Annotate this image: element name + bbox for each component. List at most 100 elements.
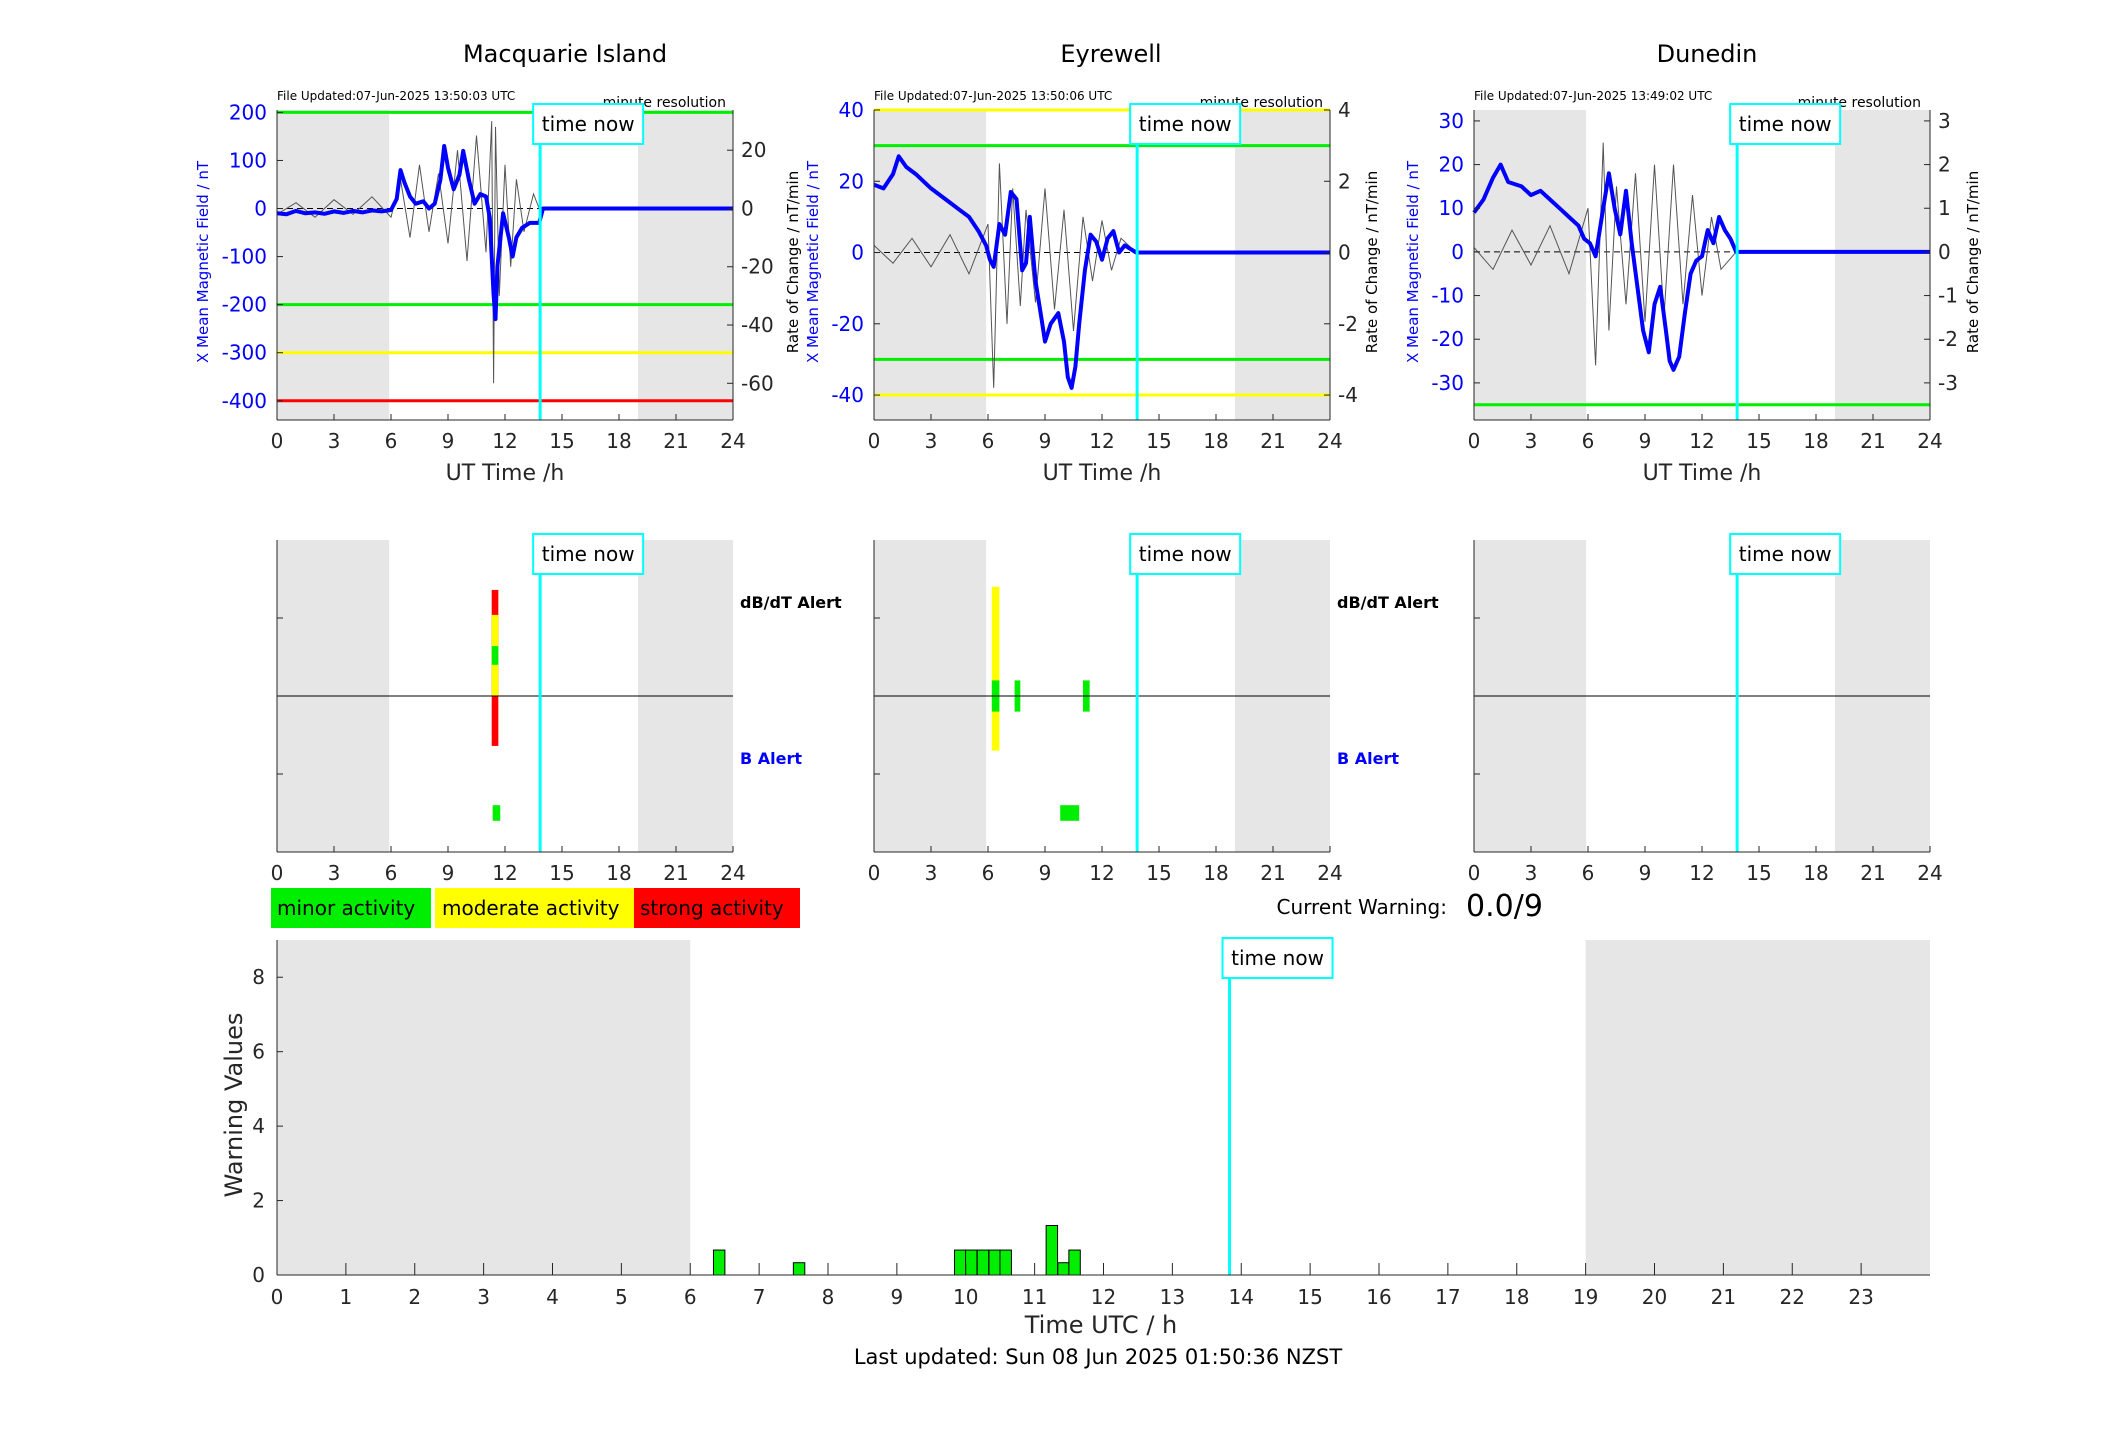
- xlabel-eyrewell: UT Time /h: [1043, 461, 1162, 486]
- time-now-label: time now: [542, 112, 635, 136]
- x-tick-label: 12: [1091, 1285, 1116, 1309]
- x-tick-label: 9: [1639, 861, 1652, 885]
- x-tick-label: 21: [1711, 1285, 1736, 1309]
- warning-bar: [954, 1249, 967, 1276]
- x-tick-label: 9: [442, 429, 455, 453]
- b-alert-block: [492, 805, 501, 821]
- time-now-label: time now: [1739, 112, 1832, 136]
- x-tick-label: 12: [492, 429, 517, 453]
- ylabel-left-macquarie: X Mean Magnetic Field / nT: [194, 160, 212, 363]
- x-tick-label: 8: [822, 1285, 835, 1309]
- y-tick-label: 20: [1439, 153, 1464, 177]
- warning-chart-xlabel: Time UTC / h: [1024, 1311, 1178, 1339]
- last-updated-footer: Last updated: Sun 08 Jun 2025 01:50:36 N…: [854, 1345, 1343, 1369]
- x-tick-label: 24: [1917, 429, 1942, 453]
- x-tick-label: 12: [1689, 861, 1714, 885]
- r-tick-label: -60: [741, 371, 774, 395]
- r-tick-label: -20: [741, 255, 774, 279]
- x-tick-label: 21: [1260, 429, 1285, 453]
- time-now-box: [1729, 533, 1842, 575]
- x-tick-label: 24: [1317, 429, 1342, 453]
- x-tick-label: 0: [271, 429, 284, 453]
- x-tick-label: 15: [1297, 1285, 1322, 1309]
- station-title-macquarie: Macquarie Island: [463, 40, 667, 68]
- time-now-box: [1129, 533, 1242, 575]
- x-tick-label: 18: [606, 861, 631, 885]
- x-tick-label: 21: [1860, 429, 1885, 453]
- warning-bar: [1045, 1224, 1059, 1276]
- x-tick-label: 18: [606, 429, 631, 453]
- alert-label-dbdt-eyrewell: dB/dT Alert: [1337, 593, 1439, 612]
- alert-panel-macquarie: time now 0 3 6 9 12 15 18 21 24: [271, 533, 746, 885]
- x-tick-label: 12: [492, 861, 517, 885]
- warning-bar: [999, 1249, 1012, 1276]
- y-tick-label: 6: [252, 1040, 265, 1064]
- magnetic-field-series: [1472, 162, 1930, 372]
- x-tick-label: 3: [925, 861, 938, 885]
- x-tick-label: 1: [340, 1285, 353, 1309]
- time-now-box: [1729, 103, 1842, 145]
- x-tick-label: 17: [1435, 1285, 1460, 1309]
- file-updated-macquarie: File Updated:07-Jun-2025 13:50:03 UTC: [277, 89, 515, 103]
- y-tick-label: 100: [229, 148, 267, 172]
- warning-chart-ylabel: Warning Values: [220, 1013, 248, 1198]
- x-tick-label: 5: [615, 1285, 628, 1309]
- x-tick-label: 9: [1039, 429, 1052, 453]
- x-tick-label: 3: [1525, 429, 1538, 453]
- b-alert-block: [1060, 805, 1080, 821]
- x-tick-label: 2: [408, 1285, 421, 1309]
- y-tick-label: -20: [831, 312, 864, 336]
- x-tick-label: 7: [753, 1285, 766, 1309]
- x-tick-label: 9: [442, 861, 455, 885]
- y-tick-label: 200: [229, 100, 267, 124]
- x-tick-label: 10: [953, 1285, 978, 1309]
- warning-bar: [965, 1249, 978, 1276]
- current-warning-label: Current Warning:: [1277, 895, 1447, 919]
- ylabel-right-macquarie: Rate of Change / nT/min: [784, 171, 802, 353]
- x-tick-label: 3: [477, 1285, 490, 1309]
- x-tick-label: 6: [1582, 861, 1595, 885]
- x-tick-label: 15: [549, 861, 574, 885]
- x-tick-label: 15: [549, 429, 574, 453]
- night-shade: [277, 940, 691, 1275]
- y-tick-label: -40: [831, 383, 864, 407]
- time-now-label: time now: [1139, 112, 1232, 136]
- x-tick-label: 21: [663, 429, 688, 453]
- x-tick-label: 6: [982, 429, 995, 453]
- legend-swatch-minor: [271, 888, 431, 928]
- rate-of-change-series: [1473, 142, 1737, 366]
- alert-label-b-macquarie: B Alert: [740, 749, 802, 768]
- magnetic-field-series: [873, 154, 1330, 390]
- x-tick-label: 18: [1203, 861, 1228, 885]
- warning-bar: [712, 1249, 726, 1276]
- time-now-box: [1129, 103, 1242, 145]
- file-updated-dunedin: File Updated:07-Jun-2025 13:49:02 UTC: [1474, 89, 1712, 103]
- xlabel-dunedin: UT Time /h: [1643, 461, 1762, 486]
- y-tick-label: -10: [1431, 284, 1464, 308]
- x-tick-label: 6: [982, 861, 995, 885]
- alert-label-b-eyrewell: B Alert: [1337, 749, 1399, 768]
- r-tick-label: -4: [1338, 383, 1358, 407]
- field-panel-macquarie: time now2001000-100-200-300-400200-20-40…: [222, 100, 774, 453]
- warning-bar: [988, 1249, 1001, 1276]
- x-tick-label: 21: [663, 861, 688, 885]
- ylabel-left-eyrewell: X Mean Magnetic Field / nT: [804, 160, 822, 363]
- x-tick-label: 15: [1746, 861, 1771, 885]
- y-tick-label: -400: [222, 389, 267, 413]
- x-tick-label: 21: [1860, 861, 1885, 885]
- legend-label-moderate: moderate activity: [442, 896, 620, 920]
- x-tick-label: 24: [720, 429, 745, 453]
- time-now-label: time now: [1739, 542, 1832, 566]
- x-tick-label: 3: [328, 429, 341, 453]
- x-tick-label: 0: [271, 861, 284, 885]
- night-shade-macquarie: [277, 110, 390, 420]
- dbdt-alert-block: [991, 586, 1000, 751]
- y-tick-label: 20: [839, 169, 864, 193]
- r-tick-label: -1: [1938, 284, 1958, 308]
- x-tick-label: 18: [1504, 1285, 1529, 1309]
- x-tick-label: 0: [868, 429, 881, 453]
- x-tick-label: 12: [1689, 429, 1714, 453]
- y-tick-label: 2: [252, 1189, 265, 1213]
